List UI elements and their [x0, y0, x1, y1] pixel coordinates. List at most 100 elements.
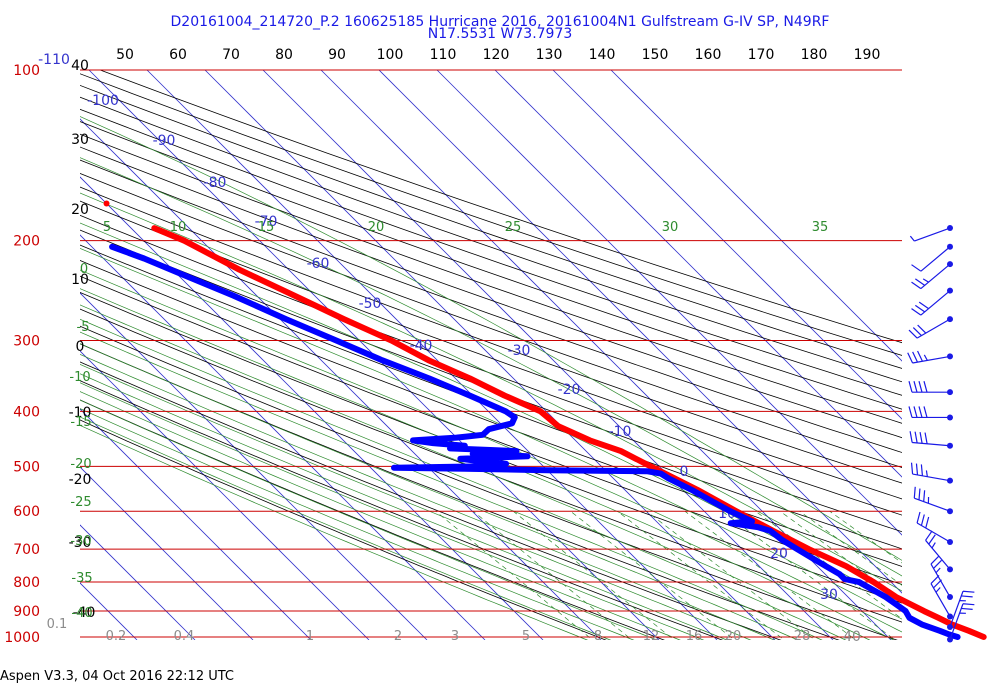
mixing-ratio-line: [684, 510, 857, 640]
mixing-ratio-label: 16: [686, 629, 703, 644]
dry-adiabat-line: [80, 214, 902, 516]
isotherm-label: -60: [307, 256, 330, 272]
wind-barb: [911, 287, 953, 316]
mixing-ratio-line: [799, 510, 902, 586]
wind-barb: [908, 381, 953, 396]
mixing-ratio-label: 5: [522, 629, 530, 644]
isotherm-line: [436, 70, 902, 536]
moist-adiabat-label: 20: [368, 220, 385, 235]
isotherm-label: 30: [820, 587, 838, 603]
moist-adiabat-label: 5: [103, 220, 111, 235]
dry-adiabat-line: [80, 172, 902, 468]
pressure-tick-label: 700: [13, 542, 40, 558]
mixing-ratio-label: 20: [725, 629, 742, 644]
moist-adiabat-line: [80, 373, 728, 640]
isotherm-label: 20: [770, 546, 788, 562]
top-axis-label: 120: [483, 47, 510, 63]
isotherm-line: [80, 176, 544, 640]
chart-title-line2: N17.5531 W73.7973: [427, 26, 573, 42]
dry-adiabat-line: [80, 133, 902, 424]
moist-adiabat-line: [80, 222, 902, 606]
wind-barb: [947, 603, 975, 643]
pressure-tick-label: 500: [13, 459, 40, 475]
dry-adiabat-label: -30: [69, 535, 92, 551]
moist-adiabat-line: [80, 363, 752, 640]
dry-adiabat-line: [80, 200, 902, 500]
mixing-ratio-label: 0.2: [106, 629, 127, 644]
isotherm-line: [378, 70, 902, 594]
wind-barb: [911, 243, 953, 272]
moist-adiabat-line: [80, 408, 635, 640]
isotherm-label: 0: [680, 464, 689, 480]
dry-adiabat-line: [80, 108, 902, 396]
pressure-tick-label: 1000: [4, 630, 40, 646]
isotherm-label: -30: [508, 343, 531, 359]
isotherm-line: [146, 70, 718, 640]
wind-barb: [910, 462, 953, 484]
dry-adiabat-line: [80, 260, 902, 567]
moist-adiabat-label: -30: [70, 534, 91, 549]
wind-barb: [908, 406, 953, 421]
plot-area: [80, 70, 902, 640]
top-axis-label: 80: [275, 47, 293, 63]
pressure-tick-label: 800: [13, 575, 40, 591]
moist-adiabat-line: [80, 399, 658, 640]
wind-barb: [916, 511, 953, 546]
mixing-ratio-label: 3: [451, 629, 459, 644]
footer-version: Aspen V3.3, 04 Oct 2016 22:12 UTC: [0, 669, 234, 684]
mixing-ratio-line: [472, 510, 633, 640]
isotherm-line: [204, 70, 776, 640]
moist-adiabat-label: -5: [77, 320, 90, 335]
top-axis-label: 150: [642, 47, 669, 63]
dry-adiabat-label: -10: [69, 405, 92, 421]
moist-adiabat-line: [80, 353, 776, 640]
dry-adiabat-label: -40: [73, 605, 96, 621]
isotherm-line: [80, 234, 486, 640]
moist-adiabat-line: [80, 391, 681, 640]
isotherm-label: -110: [38, 52, 70, 68]
dry-adiabat-label: 20: [71, 202, 89, 218]
moist-adiabat-line: [80, 269, 902, 633]
dry-adiabat-line: [80, 146, 902, 439]
moist-adiabat-label: -40: [71, 606, 92, 621]
pressure-tick-label: 300: [13, 334, 40, 350]
chart-title-line1: D20161004_214720_P.2 160625185 Hurricane…: [170, 14, 830, 30]
mixing-ratio-label: 12: [643, 629, 660, 644]
dry-adiabat-line: [80, 275, 902, 585]
moist-adiabat-line: [80, 192, 902, 592]
temperature-profile-line: [151, 225, 987, 640]
dry-adiabat-line: [80, 186, 902, 484]
dry-adiabat-line: [80, 380, 724, 640]
wind-barb: [930, 575, 953, 620]
moist-adiabat-label: 10: [170, 220, 187, 235]
dry-adiabat-line: [80, 73, 902, 356]
isotherm-line: [610, 70, 902, 362]
dry-adiabat-line: [80, 84, 902, 369]
isotherm-label: -90: [153, 133, 176, 149]
mixing-ratio-line: [755, 510, 902, 620]
top-axis-label: 60: [169, 47, 187, 63]
moist-adiabat-label: 0: [80, 262, 88, 277]
dewpoint-profile-line: [109, 243, 961, 640]
mixing-ratio-label: 8: [594, 629, 602, 644]
top-axis-label: 180: [801, 47, 828, 63]
mixing-ratio-label: 0.4: [174, 629, 195, 644]
dry-adiabat-line: [80, 244, 902, 550]
isotherm-label: -80: [204, 175, 227, 191]
dry-adiabat-line: [80, 325, 898, 640]
mixing-ratio-line: [570, 510, 736, 640]
pressure-tick-label: 900: [13, 604, 40, 620]
moist-adiabat-label: -35: [71, 571, 92, 586]
dry-adiabat-line: [99, 70, 902, 344]
moist-adiabat-label: -25: [70, 495, 91, 510]
isotherm-label: -100: [87, 93, 119, 109]
top-axis-label: 100: [377, 47, 404, 63]
isotherm-line: [80, 408, 312, 640]
wind-barb: [907, 350, 953, 364]
mixing-ratio-line: [435, 510, 594, 640]
dry-adiabat-line: [80, 159, 902, 453]
dry-adiabat-label: 30: [71, 132, 89, 148]
isotherm-line: [80, 466, 254, 640]
pressure-tick-label: 400: [13, 404, 40, 420]
wind-barb: [947, 590, 975, 630]
